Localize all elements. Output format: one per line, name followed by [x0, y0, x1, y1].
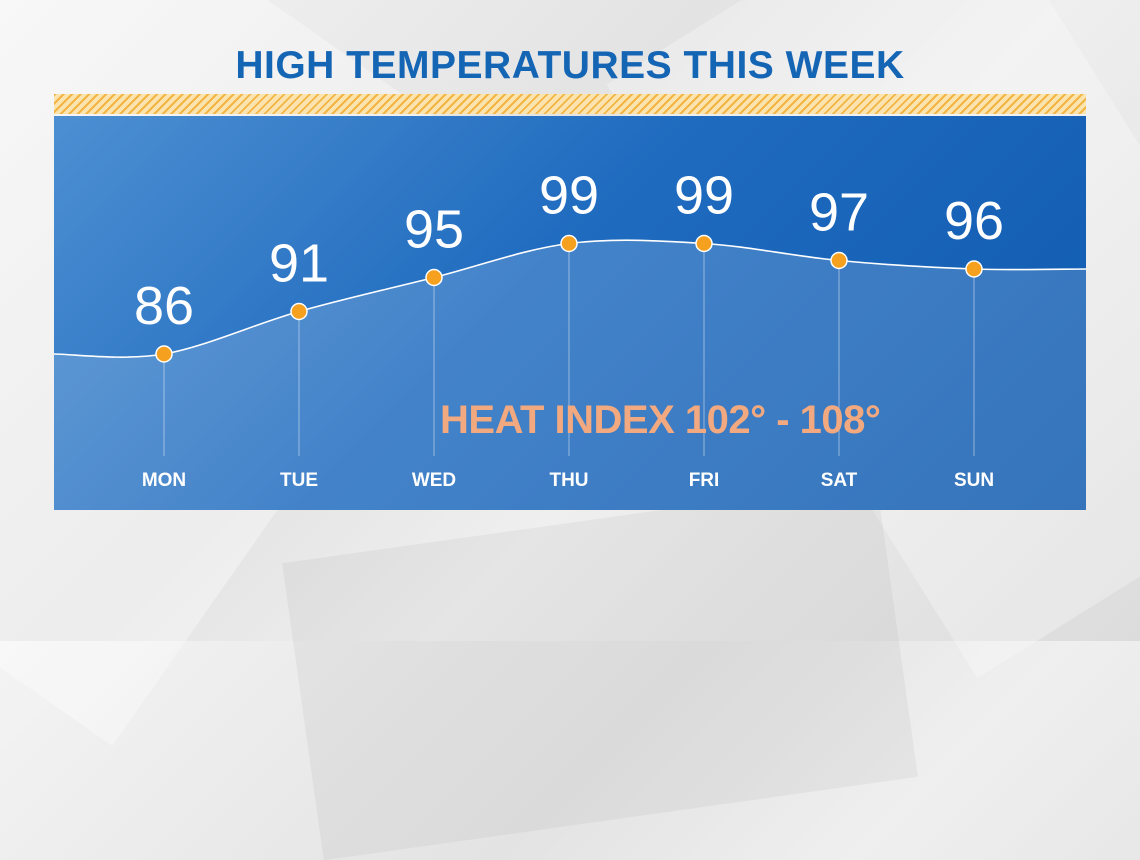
x-tick-label: SAT [821, 470, 858, 491]
x-tick-label: MON [142, 470, 186, 491]
data-point [695, 234, 713, 253]
chart-title: HIGH TEMPERATURES THIS WEEK [235, 44, 905, 87]
data-point [560, 234, 578, 253]
x-tick-label: WED [412, 470, 456, 491]
data-point [965, 260, 983, 278]
x-tick-label: THU [549, 470, 588, 491]
data-point [290, 302, 308, 321]
temperature-chart: 86 91 95 99 99 97 96 MON TUE WED THU FRI SAT SUN [54, 166, 1086, 510]
x-tick-label: FRI [689, 470, 720, 491]
background-shard [282, 479, 918, 860]
data-label: 96 [944, 191, 1004, 251]
data-label: 91 [269, 234, 329, 294]
x-tick-label: SUN [954, 470, 994, 491]
data-label: 97 [809, 183, 869, 243]
chart-panel: 86 91 95 99 99 97 96 MON TUE WED THU FRI SAT SUN HEA… [54, 116, 1086, 510]
x-tick-label: TUE [280, 470, 318, 491]
data-point [425, 268, 443, 287]
hatched-divider [54, 94, 1086, 114]
area-fill [54, 240, 1086, 510]
data-point [155, 345, 173, 363]
data-label: 95 [404, 200, 464, 260]
data-label: 86 [134, 276, 194, 336]
data-label: 99 [539, 166, 599, 226]
data-point [830, 251, 848, 270]
heat-index-label: HEAT INDEX 102° - 108° [440, 398, 881, 442]
data-label: 99 [674, 166, 734, 226]
